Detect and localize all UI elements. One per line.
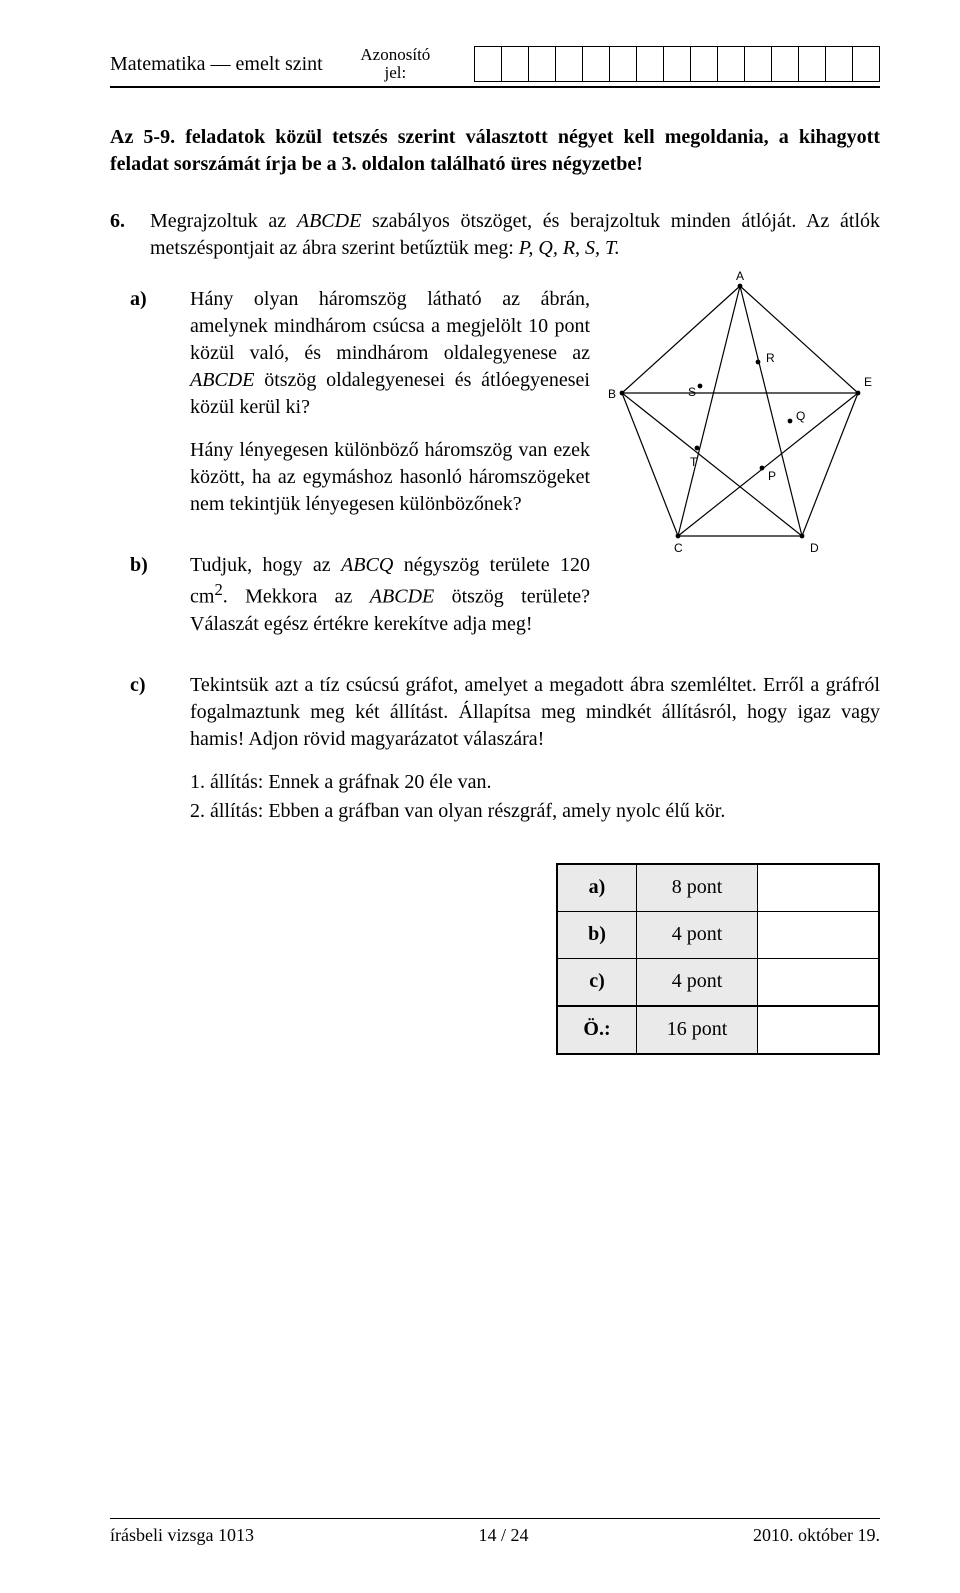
- points-value: 4 pont: [637, 911, 758, 958]
- id-cell[interactable]: [502, 47, 529, 81]
- id-input-boxes[interactable]: [474, 46, 880, 82]
- id-cell[interactable]: [826, 47, 853, 81]
- footer-right: 2010. október 19.: [753, 1523, 880, 1547]
- part-c: c) Tekintsük azt a tíz csúcsú gráfot, am…: [110, 672, 880, 825]
- points-total-label: Ö.:: [557, 1006, 637, 1054]
- points-value: 4 pont: [637, 958, 758, 1006]
- points-label: b): [557, 911, 637, 958]
- points-earned[interactable]: [758, 911, 880, 958]
- points-total-earned[interactable]: [758, 1006, 880, 1054]
- points-earned[interactable]: [758, 864, 880, 912]
- points-label: c): [557, 958, 637, 1006]
- footer-left: írásbeli vizsga 1013: [110, 1523, 254, 1547]
- part-c-question: Tekintsük azt a tíz csúcsú gráfot, amely…: [190, 672, 880, 753]
- id-cell[interactable]: [583, 47, 610, 81]
- points-total-row: Ö.:16 pont: [557, 1006, 879, 1054]
- id-cell[interactable]: [637, 47, 664, 81]
- points-row: a)8 pont: [557, 864, 879, 912]
- task-heading: 6. Megrajzoltuk az ABCDE szabályos ötszö…: [110, 208, 880, 262]
- id-cell[interactable]: [799, 47, 826, 81]
- id-cell[interactable]: [853, 47, 879, 81]
- id-cell[interactable]: [529, 47, 556, 81]
- id-cell[interactable]: [475, 47, 502, 81]
- section-instruction: Az 5-9. feladatok közül tetszés szerint …: [110, 124, 880, 178]
- part-a: a) Hány olyan háromszög látható az ábrán…: [110, 286, 590, 534]
- id-cell[interactable]: [610, 47, 637, 81]
- part-a-question1: Hány olyan háromszög látható az ábrán, a…: [190, 286, 590, 421]
- svg-text:R: R: [766, 351, 775, 365]
- svg-text:B: B: [608, 387, 616, 401]
- part-a-label: a): [110, 286, 190, 313]
- header-id-label: Azonosító jel:: [360, 46, 430, 82]
- statement-1: 1. állítás: Ennek a gráfnak 20 éle van.: [190, 769, 880, 796]
- points-earned[interactable]: [758, 958, 880, 1006]
- id-cell[interactable]: [772, 47, 799, 81]
- points-label: a): [557, 864, 637, 912]
- svg-text:S: S: [688, 385, 696, 399]
- footer-center: 14 / 24: [478, 1523, 528, 1547]
- points-row: c)4 pont: [557, 958, 879, 1006]
- part-c-label: c): [110, 672, 190, 699]
- part-b-label: b): [110, 552, 190, 579]
- svg-text:P: P: [768, 469, 776, 483]
- page-footer: írásbeli vizsga 1013 14 / 24 2010. októb…: [110, 1518, 880, 1547]
- svg-text:T: T: [690, 455, 698, 469]
- id-cell[interactable]: [556, 47, 583, 81]
- svg-text:D: D: [810, 541, 819, 555]
- svg-text:C: C: [674, 541, 683, 555]
- pentagon-figure: A B C D E P Q R S T: [600, 268, 880, 576]
- svg-text:Q: Q: [796, 409, 805, 423]
- task-number: 6.: [110, 208, 150, 235]
- svg-text:A: A: [736, 269, 744, 283]
- part-b: b) Tudjuk, hogy az ABCQ négyszög terület…: [110, 552, 590, 654]
- part-a-question2: Hány lényegesen különböző háromszög van …: [190, 437, 590, 518]
- svg-text:E: E: [864, 375, 872, 389]
- statements: 1. állítás: Ennek a gráfnak 20 éle van. …: [190, 769, 880, 825]
- id-cell[interactable]: [718, 47, 745, 81]
- id-cell[interactable]: [664, 47, 691, 81]
- id-cell[interactable]: [691, 47, 718, 81]
- points-total-value: 16 pont: [637, 1006, 758, 1054]
- statement-2: 2. állítás: Ebben a gráfban van olyan ré…: [190, 798, 880, 825]
- header-subject: Matematika — emelt szint: [110, 51, 323, 78]
- points-row: b)4 pont: [557, 911, 879, 958]
- points-value: 8 pont: [637, 864, 758, 912]
- id-cell[interactable]: [745, 47, 772, 81]
- points-table: a)8 pontb)4 pontc)4 pontÖ.:16 pont: [556, 863, 880, 1055]
- page-header: Matematika — emelt szint Azonosító jel:: [110, 46, 880, 88]
- part-b-question: Tudjuk, hogy az ABCQ négyszög területe 1…: [190, 552, 590, 638]
- task-intro: Megrajzoltuk az ABCDE szabályos ötszöget…: [150, 208, 880, 262]
